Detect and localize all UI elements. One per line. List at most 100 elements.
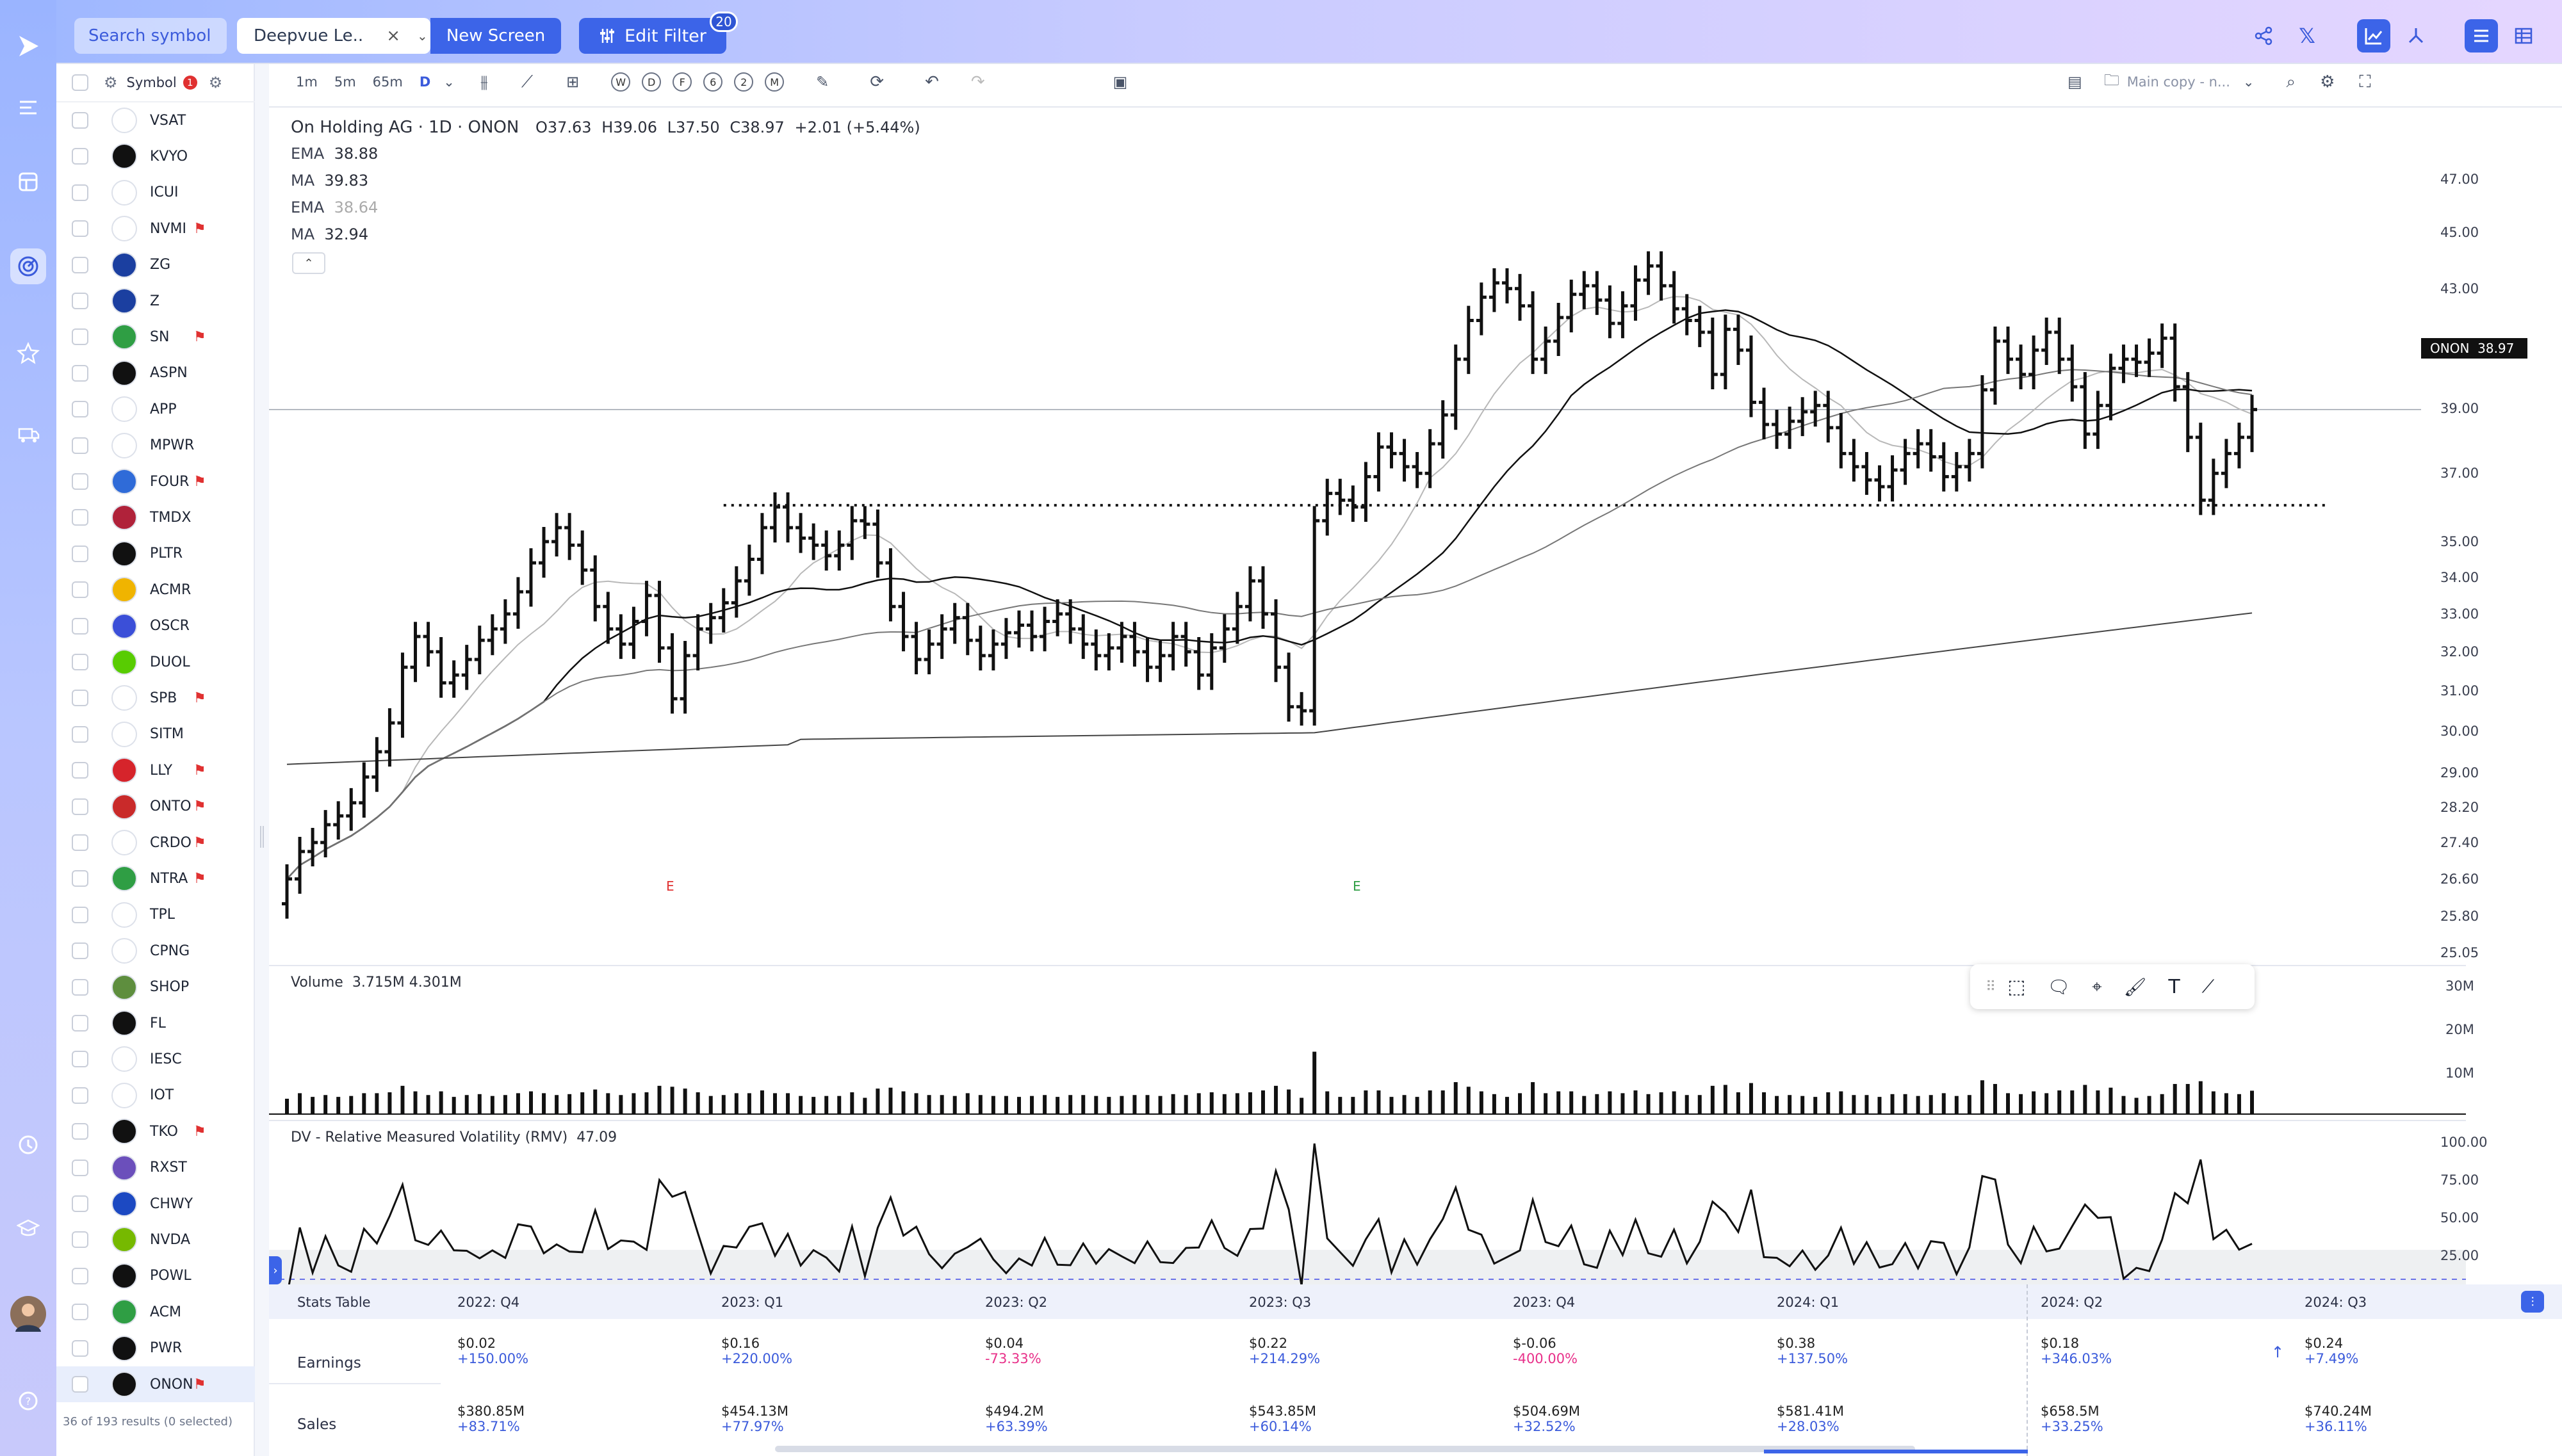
watchlist-row[interactable]: SN ⚑	[56, 319, 255, 355]
row-checkbox[interactable]	[72, 798, 88, 815]
chart-view-icon[interactable]	[2357, 19, 2390, 53]
row-checkbox[interactable]	[72, 617, 88, 635]
timeframe-1m[interactable]: 1m	[296, 74, 318, 90]
row-checkbox[interactable]	[72, 1195, 88, 1212]
watchlist-row[interactable]: IOT	[56, 1078, 255, 1113]
comment-tool-icon[interactable]: 🗨	[2047, 976, 2071, 998]
flag-icon[interactable]: ⚑	[193, 328, 206, 345]
expand-left-handle[interactable]: ›	[269, 1256, 282, 1284]
interval-chip[interactable]: M	[765, 72, 785, 92]
close-icon[interactable]: ×	[386, 26, 400, 45]
watchlist-row[interactable]: ZG	[56, 247, 255, 283]
edit-filter-button[interactable]: Edit Filter	[579, 18, 726, 54]
interval-chip[interactable]: 6	[703, 72, 723, 92]
redo-icon[interactable]: ↷	[970, 72, 985, 92]
menu-icon[interactable]	[10, 90, 46, 125]
snapshot-icon[interactable]: ▣	[1113, 73, 1128, 91]
screen-tab[interactable]: Deepvue Le.. × ⌄	[237, 18, 430, 54]
row-checkbox[interactable]	[72, 1123, 88, 1140]
watchlist-row[interactable]: ACM	[56, 1294, 255, 1330]
grid-view-icon[interactable]	[2507, 19, 2540, 53]
select-all-checkbox[interactable]	[72, 74, 88, 91]
flag-icon[interactable]: ⚑	[193, 870, 206, 887]
row-checkbox[interactable]	[72, 1376, 88, 1393]
search-symbol-button[interactable]: Search symbol	[74, 18, 227, 54]
watchlist-row[interactable]: IESC	[56, 1041, 255, 1077]
watchlist-row[interactable]: POWL	[56, 1258, 255, 1294]
watchlist-row[interactable]: RXST	[56, 1150, 255, 1186]
watchlist-row[interactable]: KVYO	[56, 138, 255, 174]
watchlist-row[interactable]: DUOL	[56, 644, 255, 680]
collapse-legend-button[interactable]: ⌃	[292, 252, 325, 274]
row-checkbox[interactable]	[72, 184, 88, 201]
row-checkbox[interactable]	[72, 112, 88, 129]
alerts-icon[interactable]	[10, 417, 46, 453]
interval-chip[interactable]: W	[611, 72, 631, 92]
row-checkbox[interactable]	[72, 762, 88, 779]
share-icon[interactable]	[2247, 19, 2280, 53]
layout-icon[interactable]: ▤	[2068, 73, 2082, 91]
stats-toggle-icon[interactable]: ⫶	[2521, 1291, 2544, 1313]
flag-icon[interactable]: ⚑	[193, 834, 206, 851]
line-tool-icon[interactable]: ⟋	[2201, 976, 2215, 997]
row-checkbox[interactable]	[72, 690, 88, 707]
layout-name[interactable]: Main copy - n...	[2126, 74, 2230, 90]
layout-dropdown-icon[interactable]: ⌄	[2242, 74, 2255, 90]
stats-column-header[interactable]: 2022: Q4	[457, 1295, 520, 1310]
watchlist-row[interactable]: NTRA ⚑	[56, 861, 255, 896]
row-checkbox[interactable]	[72, 1087, 88, 1104]
watchlist-row[interactable]: PWR	[56, 1331, 255, 1366]
rectangle-tool-icon[interactable]: ⬚	[2007, 975, 2026, 998]
watchlist-row[interactable]: CPNG	[56, 933, 255, 969]
interval-chip[interactable]: 2	[734, 72, 754, 92]
refresh-icon[interactable]: ⟳	[870, 72, 885, 92]
clock-icon[interactable]	[10, 1127, 46, 1163]
earnings-marker[interactable]: E	[666, 878, 674, 894]
flag-icon[interactable]: ⚑	[193, 690, 206, 706]
chart-settings-icon[interactable]: ⚙	[2320, 72, 2335, 92]
stats-column-header[interactable]: 2023: Q4	[1513, 1295, 1576, 1310]
templates-icon[interactable]: ⊞	[566, 73, 580, 91]
row-checkbox[interactable]	[72, 870, 88, 887]
watchlist-row[interactable]: LLY ⚑	[56, 752, 255, 788]
row-checkbox[interactable]	[72, 1231, 88, 1249]
stats-column-header[interactable]: 2023: Q1	[721, 1295, 784, 1310]
flag-icon[interactable]: ⚑	[193, 473, 206, 490]
row-checkbox[interactable]	[72, 473, 88, 490]
settings-icon[interactable]: ⚙	[208, 74, 223, 92]
watchlist-row[interactable]: MPWR	[56, 428, 255, 464]
watchlist-row[interactable]: VSAT	[56, 102, 255, 138]
scatter-view-icon[interactable]	[2399, 19, 2433, 53]
row-checkbox[interactable]	[72, 401, 88, 418]
watchlist-resize-handle[interactable]	[260, 826, 264, 848]
arrow-up-icon[interactable]: ↑	[2271, 1343, 2285, 1361]
row-checkbox[interactable]	[72, 1339, 88, 1357]
zoom-icon[interactable]: ⌕	[2286, 72, 2296, 92]
brush-tool-icon[interactable]: 🖌	[2123, 976, 2147, 998]
watchlist-row[interactable]: ASPN	[56, 355, 255, 391]
x-twitter-icon[interactable]: 𝕏	[2299, 24, 2315, 48]
row-checkbox[interactable]	[72, 1051, 88, 1068]
watchlist-row[interactable]: SITM	[56, 716, 255, 752]
indicator-ma-2[interactable]: MA 32.94	[291, 225, 369, 243]
watchlist-row[interactable]: ACMR	[56, 572, 255, 608]
watchlist-row[interactable]: OSCR	[56, 608, 255, 644]
help-icon[interactable]: ?	[10, 1383, 46, 1419]
row-checkbox[interactable]	[72, 148, 88, 165]
stats-column-header[interactable]: 2024: Q2	[2041, 1295, 2103, 1310]
watchlist-row[interactable]: APP	[56, 391, 255, 427]
row-checkbox[interactable]	[72, 978, 88, 996]
new-screen-button[interactable]: New Screen	[430, 18, 561, 54]
logo-icon[interactable]	[10, 28, 46, 64]
stats-column-header[interactable]: 2024: Q1	[1777, 1295, 1840, 1310]
timeframe-d[interactable]: D	[419, 74, 431, 90]
row-checkbox[interactable]	[72, 509, 88, 526]
screener-icon[interactable]	[10, 248, 46, 284]
watchlist-row[interactable]: ONTO ⚑	[56, 789, 255, 825]
indicator-ema-1[interactable]: EMA 38.88	[291, 145, 379, 163]
row-checkbox[interactable]	[72, 545, 88, 562]
row-checkbox[interactable]	[72, 1159, 88, 1176]
watchlist-row[interactable]: ONON ⚑	[56, 1366, 255, 1402]
watchlist-row[interactable]: TPL	[56, 897, 255, 933]
drag-handle-icon[interactable]: ⠿	[1986, 978, 1996, 995]
